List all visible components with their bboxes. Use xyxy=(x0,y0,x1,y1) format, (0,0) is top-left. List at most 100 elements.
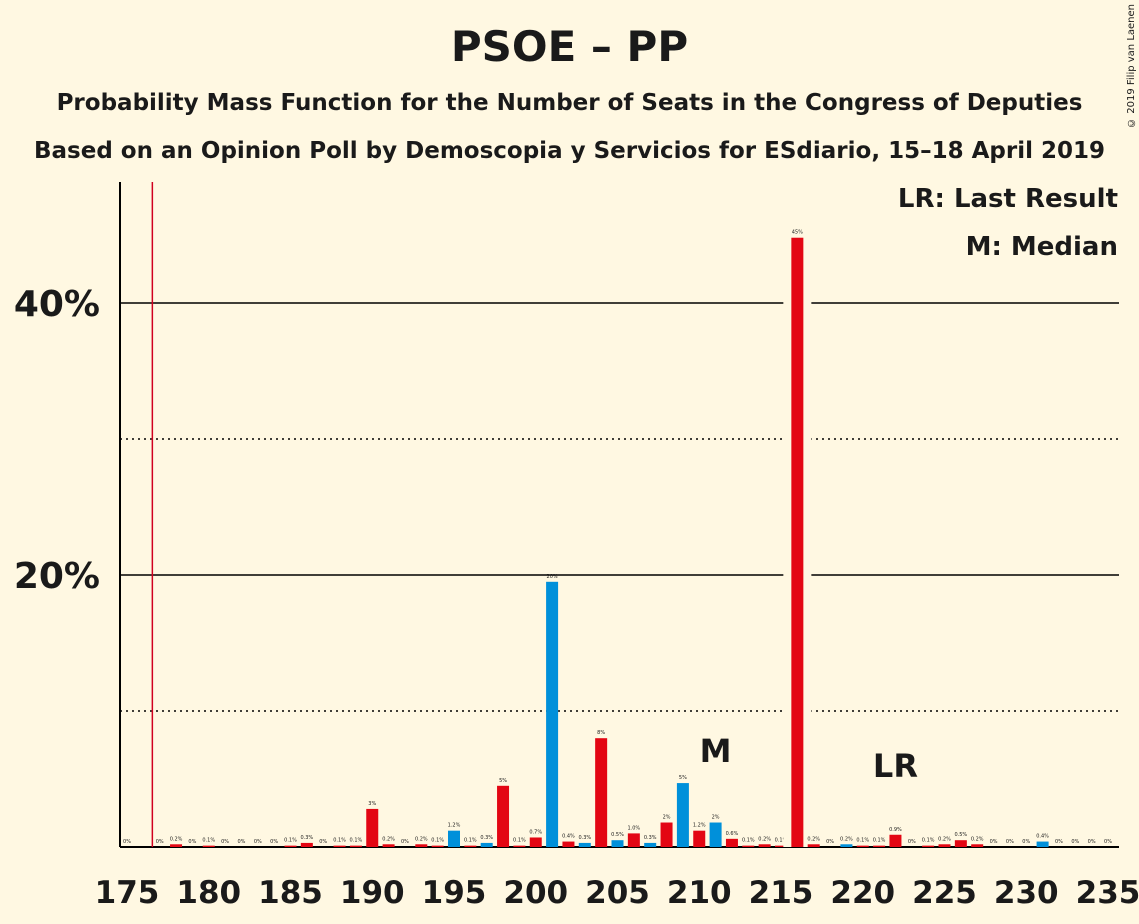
chart-source-line: Based on an Opinion Poll by Demoscopia y… xyxy=(34,138,1105,164)
x-tick-label: 230 xyxy=(994,875,1059,911)
bar-value-label: 0.1% xyxy=(202,838,215,844)
bar-value-label: 20% xyxy=(547,574,558,580)
bar xyxy=(415,844,428,847)
bar xyxy=(954,840,967,847)
x-tick-label: 210 xyxy=(667,875,732,911)
bar xyxy=(922,845,935,847)
bar-value-label: 0% xyxy=(237,839,245,845)
bar-value-label: 0.3% xyxy=(644,835,657,841)
bar xyxy=(595,738,608,847)
bar-value-label: 0% xyxy=(908,839,916,845)
bar xyxy=(856,845,869,847)
bar-value-label: 0% xyxy=(401,839,409,845)
bar-value-label: 0.5% xyxy=(611,832,624,838)
bar-value-label: 0.1% xyxy=(284,838,297,844)
y-tick-label: 20% xyxy=(14,556,100,597)
bar xyxy=(349,845,362,847)
bar-value-label: 0% xyxy=(270,839,278,845)
bar xyxy=(284,845,297,847)
bar xyxy=(546,581,559,847)
bar xyxy=(627,833,640,847)
bar xyxy=(791,237,804,848)
bar-value-label: 2% xyxy=(663,815,671,821)
bar-value-label: 0.7% xyxy=(529,829,542,835)
chart-subtitle: Probability Mass Function for the Number… xyxy=(56,90,1083,116)
bar xyxy=(366,808,379,847)
bar-value-label: 0% xyxy=(1022,839,1030,845)
bar xyxy=(644,842,657,847)
bar-value-label: 0.1% xyxy=(464,838,477,844)
bar-value-label: 0.5% xyxy=(954,832,967,838)
bar xyxy=(333,845,346,847)
bar-value-label: 0.1% xyxy=(922,838,935,844)
bar-value-label: 0% xyxy=(1071,839,1079,845)
bar xyxy=(611,840,624,847)
bar xyxy=(382,844,395,847)
bar-value-label: 0.3% xyxy=(578,835,591,841)
bar-value-label: 0.1% xyxy=(431,838,444,844)
bar xyxy=(676,783,689,847)
bar-value-label: 0.2% xyxy=(382,836,395,842)
bar xyxy=(448,830,460,847)
bar xyxy=(431,845,444,847)
bar xyxy=(660,822,673,847)
bar xyxy=(938,844,951,847)
bar-value-label: 0.9% xyxy=(889,827,902,833)
bar xyxy=(170,844,183,847)
bar-value-label: 0.3% xyxy=(480,835,493,841)
bar xyxy=(873,845,886,847)
median-marker: M xyxy=(700,732,732,770)
bar xyxy=(300,842,313,847)
bar-value-label: 0.2% xyxy=(807,836,820,842)
bar xyxy=(889,834,902,847)
bar-value-label: 0.4% xyxy=(1036,834,1049,840)
bar xyxy=(971,844,984,847)
bar xyxy=(758,844,771,847)
bar-value-label: 0.3% xyxy=(300,835,313,841)
bar-value-label: 0% xyxy=(1104,839,1112,845)
bar xyxy=(775,845,787,847)
bar-value-label: 0% xyxy=(221,839,229,845)
bar xyxy=(562,841,575,847)
bar-value-label: 0% xyxy=(188,839,196,845)
bar-value-label: 0.1% xyxy=(333,838,346,844)
bar-value-label: 0% xyxy=(319,839,327,845)
x-tick-label: 175 xyxy=(95,875,160,911)
x-tick-label: 220 xyxy=(830,875,895,911)
x-tick-label: 180 xyxy=(176,875,241,911)
bar xyxy=(725,838,738,847)
legend-median: M: Median xyxy=(965,232,1118,262)
bar-value-label: 0.1% xyxy=(775,838,788,844)
bar xyxy=(464,845,477,847)
bar-value-label: 0.1% xyxy=(856,838,869,844)
legend-last-result: LR: Last Result xyxy=(897,184,1118,214)
bar-value-label: 0% xyxy=(826,839,834,845)
bar xyxy=(480,842,493,847)
bar-value-label: 1.2% xyxy=(693,823,706,829)
bar-value-label: 0.1% xyxy=(742,838,755,844)
bar xyxy=(693,830,706,847)
bar-value-label: 0.2% xyxy=(840,836,853,842)
bar-value-label: 0.2% xyxy=(415,836,428,842)
x-tick-label: 195 xyxy=(422,875,487,911)
bar xyxy=(497,785,510,847)
bar-value-label: 0% xyxy=(1055,839,1063,845)
bar-value-label: 0% xyxy=(1006,839,1014,845)
bar xyxy=(742,845,755,847)
x-tick-label: 205 xyxy=(585,875,650,911)
bar-value-label: 0% xyxy=(156,839,164,845)
bar-value-label: 0% xyxy=(254,839,262,845)
bar-value-label: 0.2% xyxy=(758,836,771,842)
x-tick-label: 185 xyxy=(258,875,323,911)
bar-value-label: 0.1% xyxy=(350,838,363,844)
bar xyxy=(529,837,542,847)
bar-value-label: 0.6% xyxy=(726,831,739,837)
chart-title: PSOE – PP xyxy=(450,22,689,71)
bar-value-label: 0.4% xyxy=(562,834,575,840)
bar xyxy=(1036,841,1049,847)
bar-value-label: 5% xyxy=(499,778,507,784)
bar-value-label: 45% xyxy=(792,230,803,236)
bar-value-label: 0% xyxy=(123,839,131,845)
bar-value-label: 8% xyxy=(597,730,605,736)
x-tick-label: 235 xyxy=(1076,875,1139,911)
